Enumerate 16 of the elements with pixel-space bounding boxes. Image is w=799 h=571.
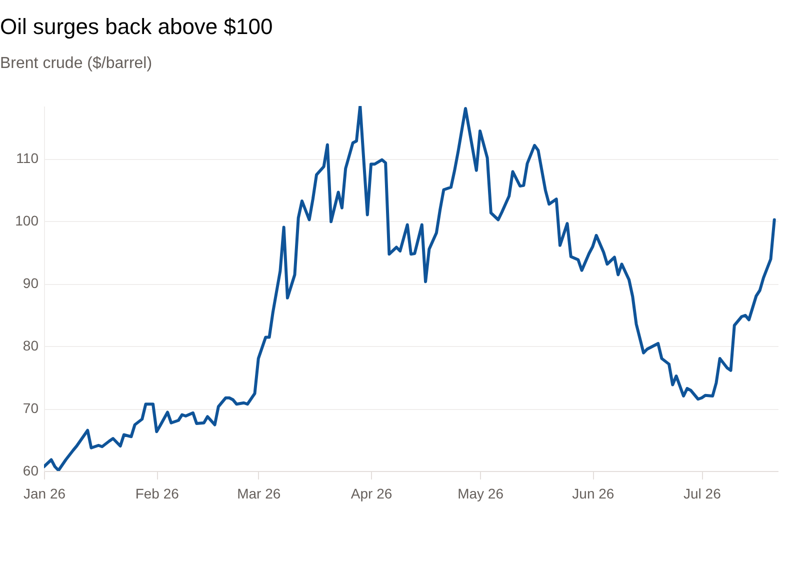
y-tick-label: 60 [22, 462, 39, 478]
x-tick-label: May 26 [458, 486, 504, 502]
chart-subtitle: Brent crude ($/barrel) [0, 55, 152, 73]
x-tick-label: Mar 26 [237, 486, 281, 502]
x-tick-label: Jul 26 [684, 486, 722, 502]
y-tick-label: 70 [22, 400, 39, 416]
line-series [44, 106, 776, 471]
x-tick-label: Apr 26 [350, 486, 392, 502]
y-tick-label: 100 [15, 212, 39, 228]
chart-title: Oil surges back above $100 [0, 14, 273, 40]
x-tick-label: Jun 26 [572, 486, 614, 502]
y-tick-label: 110 [16, 150, 39, 166]
x-tick-label: Jan 26 [23, 486, 66, 502]
x-tick-label: Feb 26 [135, 486, 180, 502]
y-tick-label: 80 [22, 338, 39, 354]
y-tick-label: 90 [22, 275, 39, 291]
